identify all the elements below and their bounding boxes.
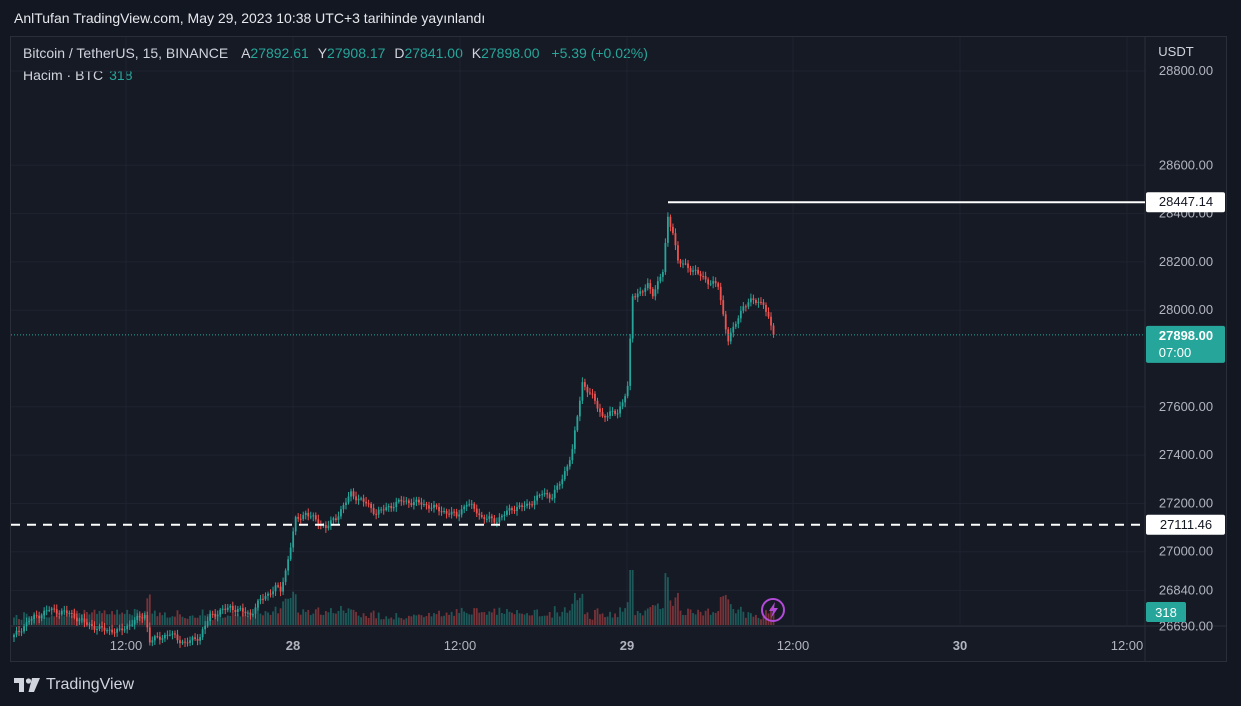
tradingview-logo-icon xyxy=(14,678,40,692)
symbol-label: Bitcoin / TetherUS, 15, BINANCE xyxy=(23,45,229,61)
low-key: D xyxy=(394,45,405,61)
footer-brand[interactable]: TradingView xyxy=(14,676,134,694)
low-value: 27841.00 xyxy=(404,45,463,61)
volume-legend: Hacim · BTC 318 xyxy=(23,67,132,83)
volume-label: Hacim · BTC xyxy=(23,67,104,83)
ohlc-legend: Bitcoin / TetherUS, 15, BINANCE A27892.6… xyxy=(23,45,648,61)
close-value: 27898.00 xyxy=(481,45,540,61)
volume-value: 318 xyxy=(109,67,133,83)
open-value: 27892.61 xyxy=(250,45,309,61)
publish-caption: AnlTufan TradingView.com, May 29, 2023 1… xyxy=(14,10,486,26)
brand-label: TradingView xyxy=(46,676,135,693)
change-value: +5.39 (+0.02%) xyxy=(551,45,648,61)
high-value: 27908.17 xyxy=(327,45,386,61)
high-key: Y xyxy=(317,45,328,61)
open-key: A xyxy=(241,45,251,61)
close-key: K xyxy=(471,45,482,61)
chart-panel[interactable]: Bitcoin / TetherUS, 15, BINANCE A27892.6… xyxy=(10,36,1227,662)
